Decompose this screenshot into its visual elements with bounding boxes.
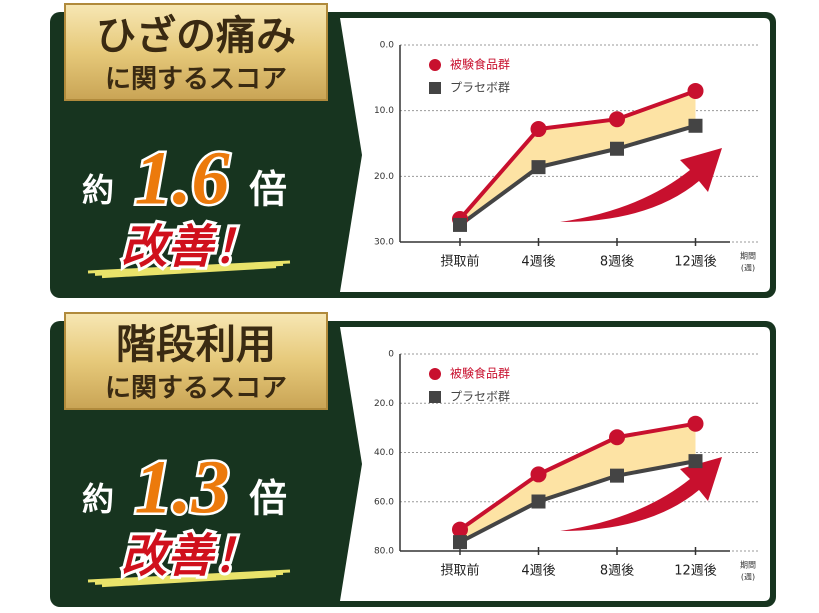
decor-stripe xyxy=(94,571,284,585)
y-tick-label: 20.0 xyxy=(374,172,394,182)
data-point xyxy=(452,521,468,538)
decor-stripe xyxy=(94,262,284,276)
data-point xyxy=(531,494,546,509)
x-tick-label: 4週後 xyxy=(521,255,555,270)
data-point xyxy=(687,415,704,432)
series-line xyxy=(458,123,697,227)
y-tick-label: 60.0 xyxy=(374,497,394,507)
x-tick-label: 摂取前 xyxy=(440,254,479,270)
series-line xyxy=(459,459,696,544)
data-point xyxy=(688,454,703,469)
heading-title: 階段利用 xyxy=(116,322,276,368)
legend-label: プラセボ群 xyxy=(450,390,510,404)
decor-stripe xyxy=(87,569,291,583)
series-line xyxy=(458,421,696,532)
legend-marker xyxy=(429,391,441,403)
badge-ratio: 1.6 xyxy=(135,136,230,220)
data-point xyxy=(453,217,467,232)
badge-prefix: 約 xyxy=(82,171,114,209)
y-tick-label: 80.0 xyxy=(374,547,394,557)
badge-suffix: 倍 xyxy=(249,168,287,212)
data-point xyxy=(687,82,704,99)
data-point xyxy=(610,468,624,483)
badge-text: 改善！ xyxy=(121,529,259,583)
heading-title: ひざの痛み xyxy=(96,13,296,59)
badge-prefix: 約 xyxy=(82,480,114,518)
badge-text: 改善！ xyxy=(121,220,259,274)
data-point xyxy=(609,429,625,446)
decor-stripe xyxy=(101,265,277,279)
y-tick-label: 0.0 xyxy=(380,41,395,51)
data-point xyxy=(610,141,624,156)
y-tick-label: 20.0 xyxy=(374,399,394,409)
data-point xyxy=(531,160,546,175)
data-point xyxy=(530,466,547,483)
decor-stripe xyxy=(87,260,291,274)
x-tick-label: 12週後 xyxy=(674,255,717,270)
data-point xyxy=(530,121,547,138)
gap-area xyxy=(460,423,696,543)
data-point xyxy=(609,111,625,128)
chart-background xyxy=(340,327,770,601)
data-point xyxy=(453,535,467,550)
x-tick-label: 4週後 xyxy=(521,564,555,579)
data-point xyxy=(688,118,703,133)
x-tick-label: 12週後 xyxy=(674,564,717,579)
trend-arrow xyxy=(560,148,722,222)
heading-box xyxy=(64,312,328,410)
badge-ratio: 1.3 xyxy=(135,445,230,529)
heading-subtitle: に関するスコア xyxy=(105,374,287,404)
x-tick-label: 8週後 xyxy=(600,564,634,579)
legend-label: 被験食品群 xyxy=(450,366,510,381)
y-tick-label: 10.0 xyxy=(374,106,394,116)
legend-marker xyxy=(429,82,441,94)
y-tick-label: 30.0 xyxy=(374,238,394,248)
y-tick-label: 40.0 xyxy=(374,448,394,458)
heading-subtitle: に関するスコア xyxy=(105,65,287,95)
heading-box xyxy=(64,3,328,101)
series-line xyxy=(458,89,697,221)
y-tick-label: 0 xyxy=(388,350,394,360)
decor-stripe xyxy=(101,574,277,588)
x-axis-label: (週) xyxy=(741,264,755,273)
legend-marker xyxy=(429,368,441,380)
x-axis-label: 期間 xyxy=(740,561,756,570)
x-axis-label: 期間 xyxy=(740,252,756,261)
legend-marker xyxy=(429,59,441,71)
trend-arrow xyxy=(560,457,722,531)
x-tick-label: 摂取前 xyxy=(440,563,479,579)
legend-label: 被験食品群 xyxy=(450,57,510,72)
x-axis-label: (週) xyxy=(741,573,755,582)
legend-label: プラセボ群 xyxy=(450,81,510,95)
x-tick-label: 8週後 xyxy=(600,255,634,270)
badge-suffix: 倍 xyxy=(249,477,287,521)
